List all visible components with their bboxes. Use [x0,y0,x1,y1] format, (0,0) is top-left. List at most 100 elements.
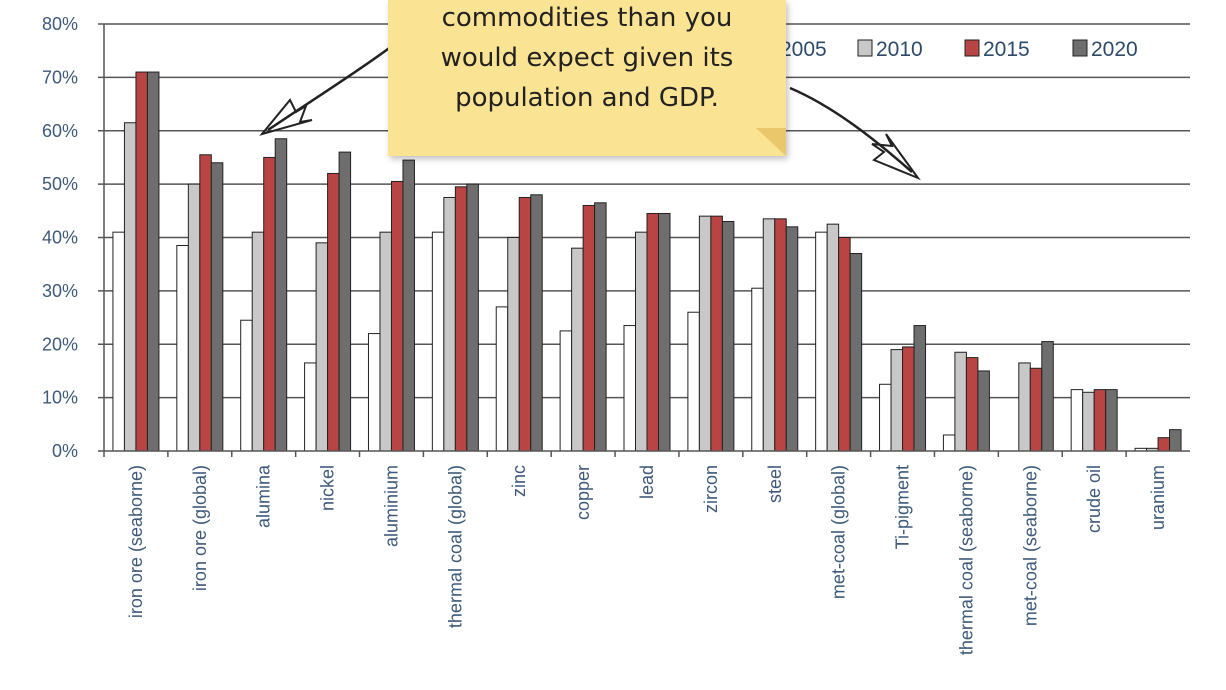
bar-2005 [623,325,636,452]
bar-2010 [1018,362,1031,452]
bar-2005 [495,306,509,452]
callout-page-curl [756,128,786,156]
bar-2010 [123,122,137,452]
bar-2015 [838,237,851,452]
right-arrow-icon [789,86,913,173]
bar-2015 [135,71,148,452]
axes: 0% 10% 20% 30% 40% 50% 60% 70% 80% iron ore (seab… [42,14,1190,655]
legend: 2005 2010 2015 2020 [761,38,1138,61]
category-label: thermal coal (seaborne) [956,465,976,655]
bar-2015 [327,172,340,452]
category-label: zircon [701,465,721,513]
bar-2005 [240,319,253,452]
category-label: zinc [509,465,529,497]
bar-2020 [594,202,607,452]
bar-2005 [559,330,573,452]
bar-2005 [304,362,317,452]
bar-2010 [826,223,840,452]
category-label: crude oil [1084,465,1104,533]
bar-2005 [112,231,125,452]
category-label: met-coal (global) [829,465,849,599]
bar-2015 [710,215,723,452]
category-label: copper [573,465,593,520]
bar-2015 [263,156,276,452]
bar-2005 [942,434,956,452]
bar-2020 [721,220,735,452]
bar-2005 [751,287,764,452]
bar-2020 [785,226,799,452]
category-label: thermal coal (global) [445,465,465,628]
category-label: nickel [318,465,338,511]
y-tick-label: 80% [42,14,78,34]
y-tick-label: 70% [42,67,78,87]
bar-2015 [390,180,404,452]
y-tick-label: 60% [42,121,78,141]
bar-2005 [687,311,700,452]
bar-2015 [774,218,787,452]
bar-2005 [1070,389,1084,452]
bar-2020 [849,253,863,452]
bar-2015 [582,204,596,452]
bar-2015 [902,346,915,452]
left-arrowhead-icon [259,98,313,136]
bar-2010 [1082,391,1095,452]
bar-2010 [507,237,520,452]
category-label: uranium [1148,465,1168,530]
category-label: steel [765,465,785,503]
callout-note: commodities than you would expect given … [388,0,786,156]
bar-2020 [977,370,990,452]
legend-swatch [1072,39,1088,57]
category-label: iron ore (global) [190,465,210,591]
left-arrow-icon [267,44,393,132]
legend-swatch [857,39,873,57]
category-label: met-coal (seaborne) [1020,465,1040,626]
bar-2020 [913,325,927,452]
y-tick-label: 10% [42,388,78,408]
bar-2015 [965,357,979,452]
category-label: Ti-pigment [893,465,913,549]
category-label: alumina [254,464,274,528]
bar-2005 [431,231,445,452]
bar-2020 [1169,429,1182,452]
bar-2020 [658,212,671,452]
bar-2010 [954,351,967,452]
category-label: lead [637,465,657,499]
callout-arrows [259,44,921,181]
bar-2020 [1041,341,1054,452]
bar-2010 [698,215,712,452]
bar-2020 [402,159,415,452]
bar-2020 [466,183,479,452]
bar-2010 [762,218,776,452]
bar-2005 [176,245,189,452]
bar-2005 [815,231,828,452]
legend-label: 2015 [983,38,1030,61]
bar-2020 [338,151,352,452]
legend-label: 2005 [780,38,827,61]
bar-2015 [1029,367,1043,452]
bar-2020 [530,194,543,452]
right-arrowhead-icon [871,133,921,181]
bar-2010 [379,231,392,452]
bar-2010 [571,247,584,452]
bar-2005 [879,383,892,452]
bar-2010 [443,196,456,452]
y-tick-label: 50% [42,174,78,194]
bar-2015 [1157,437,1171,452]
bar-2020 [146,71,160,452]
legend-label: 2020 [1091,38,1138,61]
bar-2015 [646,212,659,452]
bar-2015 [1093,389,1107,452]
bar-2010 [187,183,201,452]
callout-line: would expect given its [440,43,734,73]
y-tick-label: 20% [42,334,78,354]
category-label: iron ore (seaborne) [126,465,146,618]
category-label: aluminium [381,465,401,547]
bar-2010 [315,242,329,452]
bar-2020 [210,162,224,452]
bar-2020 [1105,389,1118,452]
bar-2010 [251,231,265,452]
bar-2015 [199,154,212,452]
bar-2010 [890,349,904,452]
